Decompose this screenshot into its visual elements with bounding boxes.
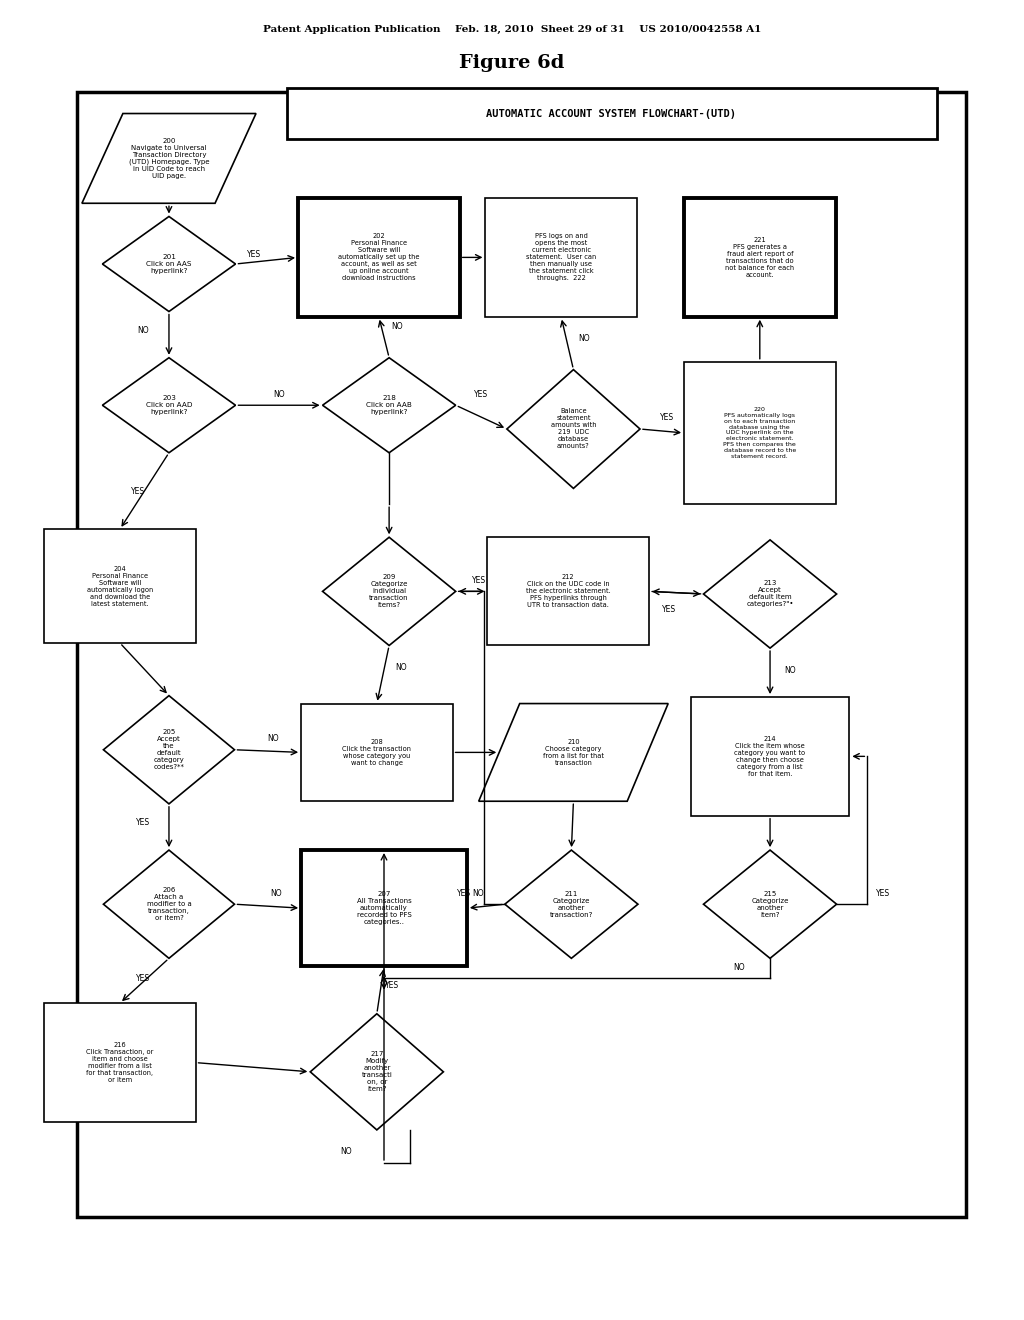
Polygon shape <box>103 850 234 958</box>
Text: YES: YES <box>474 389 488 399</box>
Text: AUTOMATIC ACCOUNT SYSTEM FLOWCHART-(UTD): AUTOMATIC ACCOUNT SYSTEM FLOWCHART-(UTD) <box>486 108 736 119</box>
Text: YES: YES <box>659 413 674 422</box>
Text: 213
Accept
default Item
categories?"•: 213 Accept default Item categories?"• <box>746 581 794 607</box>
Polygon shape <box>310 1014 443 1130</box>
Text: NO: NO <box>472 888 483 898</box>
Polygon shape <box>103 696 234 804</box>
Text: 220
PFS automatically logs
on to each transaction
database using the
UDC hyperli: 220 PFS automatically logs on to each tr… <box>723 408 797 458</box>
Text: 209
Categorize
individual
transaction
items?: 209 Categorize individual transaction it… <box>370 574 409 609</box>
Polygon shape <box>505 850 638 958</box>
Text: NO: NO <box>137 326 150 335</box>
Text: 211
Categorize
another
transaction?: 211 Categorize another transaction? <box>550 891 593 917</box>
Text: YES: YES <box>247 249 261 259</box>
Bar <box>485 198 637 317</box>
Text: NO: NO <box>391 322 403 331</box>
Bar <box>684 198 836 317</box>
Text: 205
Accept
the
default
category
codes?**: 205 Accept the default category codes?** <box>154 729 184 771</box>
Bar <box>287 88 937 139</box>
Text: NO: NO <box>395 663 408 672</box>
Polygon shape <box>82 114 256 203</box>
Text: Figure 6d: Figure 6d <box>460 54 564 73</box>
Text: 200
Navigate to Universal
Transaction Directory
(UTD) Homepage. Type
in UID Code: 200 Navigate to Universal Transaction Di… <box>129 137 209 180</box>
Text: NO: NO <box>784 667 797 675</box>
Polygon shape <box>703 850 837 958</box>
Text: NO: NO <box>340 1147 352 1156</box>
Polygon shape <box>323 537 456 645</box>
Bar <box>44 529 196 643</box>
Bar <box>487 537 649 645</box>
Text: 221
PFS generates a
fraud alert report of
transactions that do
not balance for e: 221 PFS generates a fraud alert report o… <box>725 236 795 279</box>
Text: YES: YES <box>136 818 151 826</box>
Text: 204
Personal Finance
Software will
automatically logon
and download the
latest s: 204 Personal Finance Software will autom… <box>87 565 153 607</box>
Text: 217
Modify
another
transacti
on, or
item?: 217 Modify another transacti on, or item… <box>361 1051 392 1093</box>
Text: 201
Click on AAS
hyperlink?: 201 Click on AAS hyperlink? <box>146 253 191 275</box>
Text: 202
Personal Finance
Software will
automatically set up the
account, as well as : 202 Personal Finance Software will autom… <box>338 234 420 281</box>
Text: YES: YES <box>663 605 676 614</box>
Polygon shape <box>703 540 837 648</box>
Text: 218
Click on AAB
hyperlink?: 218 Click on AAB hyperlink? <box>367 395 412 416</box>
Polygon shape <box>102 358 236 453</box>
Bar <box>684 362 836 504</box>
Text: YES: YES <box>876 888 890 898</box>
Polygon shape <box>323 358 456 453</box>
Text: 216
Click Transaction, or
item and choose
modifier from a list
for that transact: 216 Click Transaction, or item and choos… <box>86 1041 154 1084</box>
Text: 203
Click on AAD
hyperlink?: 203 Click on AAD hyperlink? <box>145 395 193 416</box>
Text: YES: YES <box>457 888 471 898</box>
Text: YES: YES <box>136 974 151 983</box>
Text: NO: NO <box>733 962 745 972</box>
Text: YES: YES <box>472 576 485 585</box>
Text: NO: NO <box>578 334 590 343</box>
Text: 215
Categorize
another
item?: 215 Categorize another item? <box>752 891 788 917</box>
Text: 212
Click on the UDC code in
the electronic statement.
PFS hyperlinks through
UT: 212 Click on the UDC code in the electro… <box>526 574 610 609</box>
Bar <box>301 704 453 801</box>
Text: Patent Application Publication    Feb. 18, 2010  Sheet 29 of 31    US 2010/00425: Patent Application Publication Feb. 18, … <box>263 25 761 33</box>
Text: Balance
statement
amounts with
219  UDC
database
amounts?: Balance statement amounts with 219 UDC d… <box>551 408 596 450</box>
Text: YES: YES <box>131 487 145 495</box>
Bar <box>301 850 467 966</box>
Text: 210
Choose category
from a list for that
transaction: 210 Choose category from a list for that… <box>543 739 604 766</box>
Text: PFS logs on and
opens the most
current electronic
statement.  User can
then manu: PFS logs on and opens the most current e… <box>526 234 596 281</box>
Text: NO: NO <box>273 389 285 399</box>
Bar <box>298 198 460 317</box>
Text: 206
Attach a
modifier to a
transaction,
or item?: 206 Attach a modifier to a transaction, … <box>146 887 191 921</box>
Bar <box>77 92 966 1217</box>
Bar <box>44 1003 196 1122</box>
Polygon shape <box>102 216 236 312</box>
Text: NO: NO <box>270 888 283 898</box>
Text: YES: YES <box>385 981 399 990</box>
Text: 207
All Transactions
automatically
recorded to PFS
categories..: 207 All Transactions automatically recor… <box>356 891 412 925</box>
Text: NO: NO <box>267 734 279 743</box>
Polygon shape <box>507 370 640 488</box>
Bar <box>690 697 850 816</box>
Polygon shape <box>479 704 669 801</box>
Text: 214
Click the item whose
category you want to
change then choose
category from a: 214 Click the item whose category you wa… <box>734 735 806 777</box>
Text: 208
Click the transaction
whose category you
want to change: 208 Click the transaction whose category… <box>342 739 412 766</box>
